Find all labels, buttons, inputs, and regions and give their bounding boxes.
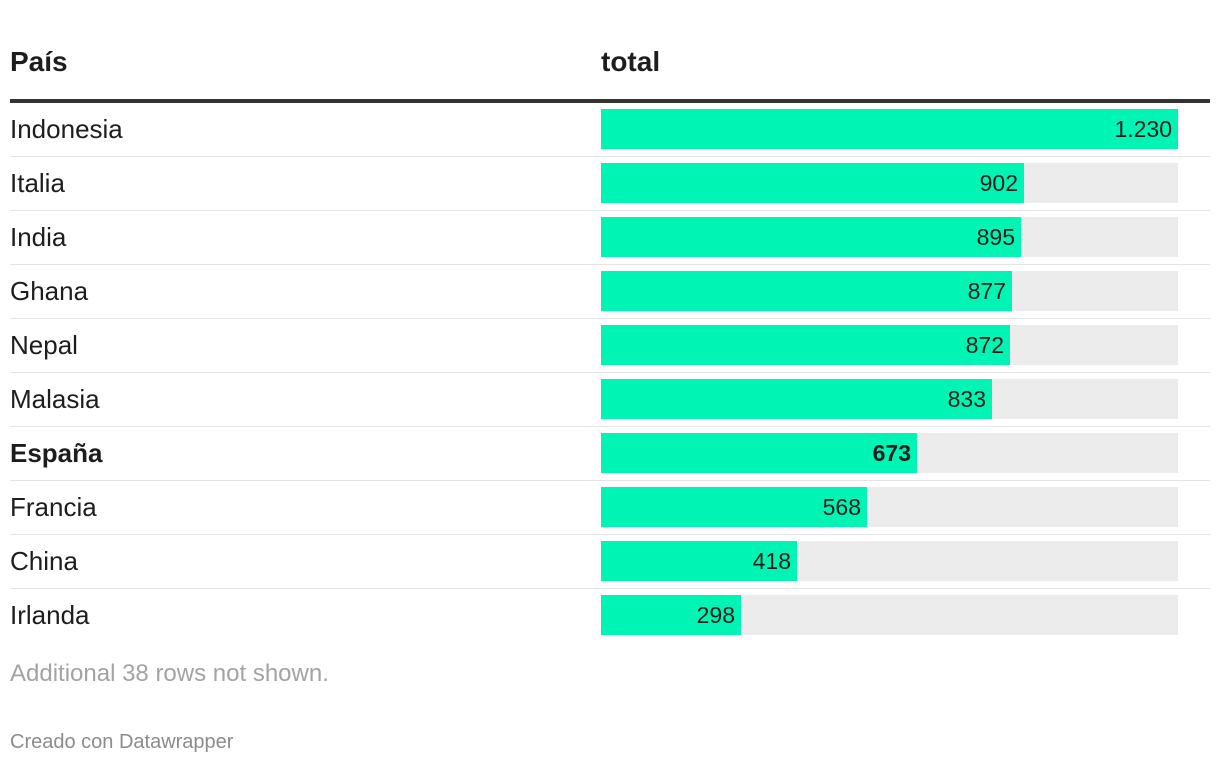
bar xyxy=(601,541,797,581)
country-name: Italia xyxy=(10,168,65,198)
bar xyxy=(601,595,741,635)
table-header: País total xyxy=(10,0,1210,103)
bar-value-label: 673 xyxy=(872,440,911,466)
table-row: India 895 xyxy=(10,211,1210,265)
bar-table: País total Indonesia 1.230 Italia 902 India 8… xyxy=(10,0,1210,642)
table-row: Nepal 872 xyxy=(10,319,1210,373)
table-row: China 418 xyxy=(10,535,1210,589)
table-row: Francia 568 xyxy=(10,481,1210,535)
rows-not-shown-note: Additional 38 rows not shown. xyxy=(10,660,329,687)
bar xyxy=(601,487,867,527)
bar xyxy=(601,433,917,473)
table-row: Malasia 833 xyxy=(10,373,1210,427)
country-name: Ghana xyxy=(10,276,89,306)
bar-track: 298 xyxy=(601,595,1178,635)
country-name: Indonesia xyxy=(10,114,123,144)
bar-track: 877 xyxy=(601,271,1178,311)
bar-value-label: 1.230 xyxy=(1114,116,1172,142)
bar-track: 902 xyxy=(601,163,1178,203)
bar xyxy=(601,163,1024,203)
bar-track: 418 xyxy=(601,541,1178,581)
bar-track: 872 xyxy=(601,325,1178,365)
bar-value-label: 418 xyxy=(752,548,791,574)
bar-value-label: 568 xyxy=(822,494,861,520)
bar-track: 895 xyxy=(601,217,1178,257)
bar-track: 568 xyxy=(601,487,1178,527)
bar-value-label: 877 xyxy=(967,278,1006,304)
bar-value-label: 902 xyxy=(979,170,1018,196)
bar xyxy=(601,325,1010,365)
country-name: Francia xyxy=(10,492,97,522)
bar-track: 1.230 xyxy=(601,109,1178,149)
table-row: Irlanda 298 xyxy=(10,589,1210,642)
table-body: Indonesia 1.230 Italia 902 India 895 Ghana 877 N… xyxy=(10,103,1210,642)
table-row: España 673 xyxy=(10,427,1210,481)
bar xyxy=(601,379,992,419)
bar-value-label: 833 xyxy=(947,386,986,412)
bar-value-label: 895 xyxy=(976,224,1015,250)
country-name: China xyxy=(10,546,78,576)
table-row: Ghana 877 xyxy=(10,265,1210,319)
country-name: Nepal xyxy=(10,330,78,360)
country-name: Malasia xyxy=(10,384,100,414)
country-name: España xyxy=(10,438,103,468)
country-name: India xyxy=(10,222,67,252)
column-header-total[interactable]: total xyxy=(601,46,661,77)
table-row: Italia 902 xyxy=(10,157,1210,211)
table-row: Indonesia 1.230 xyxy=(10,103,1210,157)
column-header-country[interactable]: País xyxy=(10,46,68,77)
bar xyxy=(601,109,1178,149)
bar-value-label: 872 xyxy=(965,332,1004,358)
bar-track: 673 xyxy=(601,433,1178,473)
bar-track: 833 xyxy=(601,379,1178,419)
country-name: Irlanda xyxy=(10,600,90,630)
bar xyxy=(601,271,1012,311)
bar xyxy=(601,217,1021,257)
bar-value-label: 298 xyxy=(696,602,735,628)
datawrapper-credit[interactable]: Creado con Datawrapper xyxy=(10,731,234,753)
